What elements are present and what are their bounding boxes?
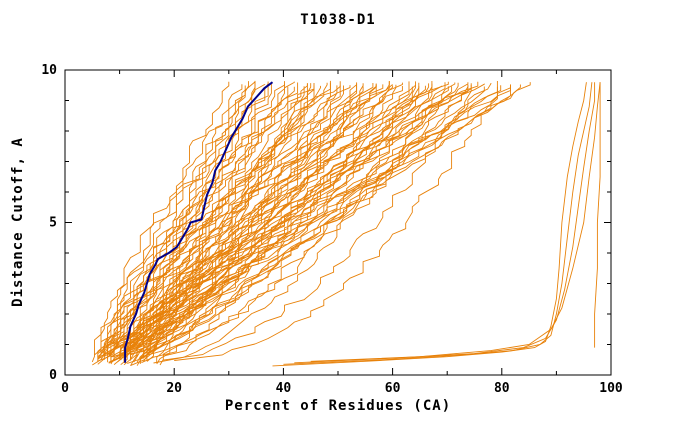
ensemble-curve <box>124 82 531 355</box>
y-tick-label: 0 <box>49 368 57 383</box>
x-tick-label: 20 <box>166 381 182 396</box>
x-axis-label: Percent of Residues (CA) <box>224 398 452 414</box>
x-tick-label: 80 <box>494 381 510 396</box>
outlier-curve <box>310 82 601 362</box>
ensemble-curve <box>163 83 433 357</box>
ensemble-curve <box>103 80 256 360</box>
ensemble-curve <box>107 81 295 363</box>
ensemble-curve <box>174 81 498 361</box>
curves-layer <box>91 80 601 367</box>
ensemble-curve <box>97 84 243 359</box>
ensemble-curve <box>110 82 420 358</box>
ensemble-curve <box>104 85 394 357</box>
chart-title: T1038-D1 <box>300 12 376 28</box>
outlier-curve <box>594 82 601 348</box>
ensemble-curve <box>156 84 384 363</box>
ensemble-curve <box>146 83 374 357</box>
ensemble-curve <box>163 83 472 361</box>
ensemble-curve <box>107 84 511 355</box>
ensemble-curve <box>110 85 338 363</box>
ensemble-curve <box>146 82 459 356</box>
ensemble-curve <box>123 83 308 366</box>
ensemble-curve <box>124 81 410 359</box>
highlight-curve <box>124 81 274 363</box>
ensemble-curve <box>113 81 341 361</box>
x-tick-label: 60 <box>385 381 401 396</box>
ensemble-curve <box>153 82 446 364</box>
ensemble-curve <box>124 85 358 355</box>
ensemble-curve <box>91 81 256 363</box>
ensemble-curve <box>102 85 351 357</box>
ensemble-curve <box>130 86 403 361</box>
ensemble-curve <box>113 81 390 354</box>
x-tick-label: 0 <box>61 381 69 396</box>
y-tick-label: 10 <box>41 63 57 78</box>
y-tick-label: 5 <box>49 216 57 231</box>
ensemble-curve <box>136 83 272 357</box>
ensemble-curve <box>141 81 390 364</box>
x-tick-label: 100 <box>599 381 623 396</box>
y-axis-label: Distance Cutoff, A <box>10 137 26 307</box>
x-tick-label: 40 <box>276 381 292 396</box>
ensemble-curve <box>97 86 498 362</box>
ensemble-curve <box>143 86 420 358</box>
ensemble-curve <box>130 82 331 356</box>
ensemble-curve <box>97 81 449 365</box>
ensemble-curve <box>139 82 469 364</box>
outlier-curve <box>272 82 587 367</box>
ensemble-curve <box>97 84 393 360</box>
ensemble-curve <box>126 83 377 357</box>
outlier-curve <box>294 82 596 364</box>
ensemble-curve <box>130 83 364 367</box>
